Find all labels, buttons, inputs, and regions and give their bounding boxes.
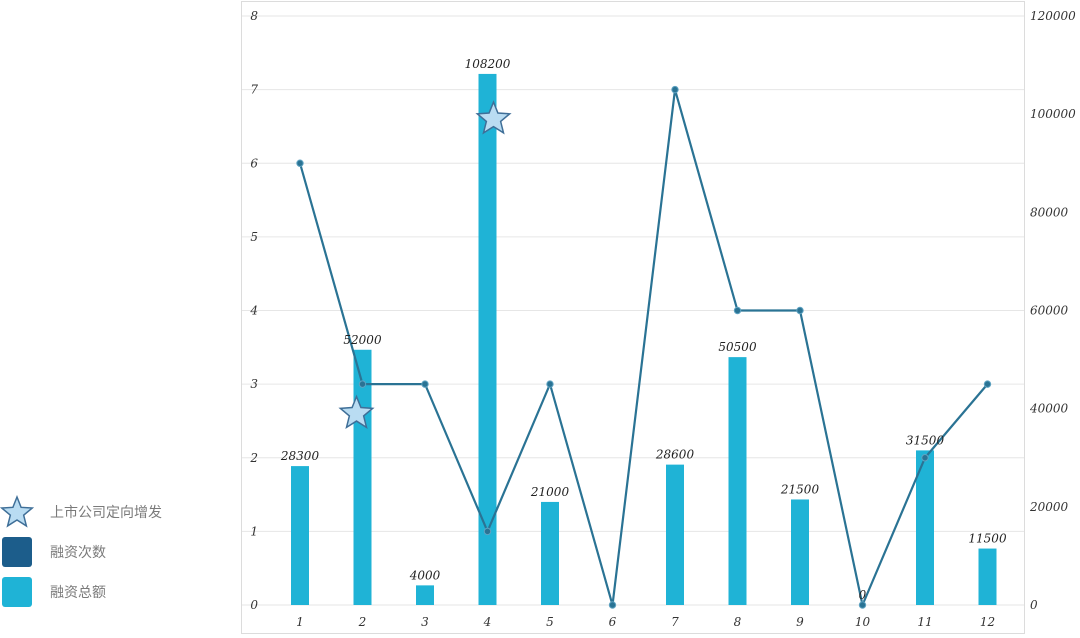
legend-label-placement: 上市公司定向增发	[50, 505, 162, 521]
left-axis-tick-label: 4	[249, 304, 258, 318]
left-axis-tick-label: 3	[250, 377, 258, 391]
legend-label-total: 融资总额	[50, 585, 106, 601]
data-labels: 28300 52000 4000 108200 21000 28600 50500 21500…	[280, 57, 1007, 602]
left-axis-tick-label: 6	[250, 156, 258, 170]
square-cyan-icon	[0, 575, 34, 609]
line-point	[546, 380, 554, 388]
line-point	[358, 380, 367, 388]
data-label: 108200	[465, 57, 511, 71]
x-axis-tick-label: 6	[609, 615, 617, 629]
x-axis-tick-label: 1	[296, 615, 304, 629]
data-label: 4000	[409, 568, 441, 582]
line-series-count	[296, 85, 992, 609]
x-axis-tick-label: 3	[421, 615, 429, 629]
x-axis-tick-label: 2	[358, 615, 367, 629]
left-axis-tick-label: 5	[250, 230, 258, 244]
left-axis-tick-label: 7	[250, 83, 258, 97]
data-label: 28300	[280, 449, 320, 463]
x-axis-tick-label: 4	[483, 615, 492, 629]
bar	[353, 349, 372, 605]
x-axis-tick-label: 9	[796, 615, 804, 629]
star-icon	[0, 495, 34, 529]
left-axis-tick-label: 1	[250, 524, 258, 538]
right-axis-tick-label: 100000	[1030, 107, 1076, 121]
left-axis-tick-label: 0	[250, 598, 258, 612]
x-axis-ticks: 1 2 3 4 5 6 7 8 9 10 11 12	[296, 615, 995, 629]
star-marker	[475, 100, 512, 135]
line-point	[608, 601, 617, 609]
right-axis-tick-label: 80000	[1030, 205, 1069, 219]
bar	[916, 450, 934, 605]
line-point	[733, 306, 742, 315]
line-point	[421, 380, 429, 388]
data-label: 50500	[718, 340, 757, 354]
legend: 上市公司定向增发 融资次数 融资总额	[0, 492, 162, 612]
right-axis-tick-label: 40000	[1029, 402, 1069, 416]
x-axis-tick-label: 10	[855, 615, 871, 629]
data-label: 11500	[968, 532, 1007, 546]
legend-item-count: 融资次数	[0, 532, 162, 572]
data-label: 28600	[655, 448, 695, 462]
legend-label-count: 融资次数	[50, 545, 106, 561]
right-axis-tick-label: 120000	[1030, 9, 1076, 23]
right-axis-ticks: 0 20000 40000 60000 80000 100000 120000	[1029, 9, 1076, 612]
left-axis-ticks: 0 1 2 3 4 5 6 7 8	[249, 9, 258, 612]
line-point	[296, 159, 304, 167]
right-axis-tick-label: 60000	[1030, 304, 1069, 318]
right-axis-tick-label: 20000	[1029, 500, 1069, 514]
bar	[666, 464, 684, 605]
left-axis-tick-label: 2	[249, 451, 258, 465]
data-label: 0	[859, 588, 867, 602]
left-axis-tick-label: 8	[250, 9, 258, 23]
x-axis-tick-label: 12	[980, 615, 995, 629]
x-axis-tick-label: 11	[917, 615, 932, 629]
star-markers	[338, 100, 512, 429]
line-point	[483, 527, 492, 536]
bar	[728, 357, 747, 605]
line-point	[796, 306, 804, 315]
line-point	[983, 380, 992, 388]
data-label: 31500	[906, 433, 945, 447]
line-point	[921, 454, 929, 462]
square-dark-icon	[0, 535, 34, 569]
legend-item-placement: 上市公司定向增发	[0, 492, 162, 532]
data-label: 21500	[780, 482, 820, 496]
data-label: 52000	[343, 333, 382, 347]
legend-item-total: 融资总额	[0, 572, 162, 612]
data-label: 21000	[530, 485, 570, 499]
x-axis-tick-label: 7	[671, 615, 679, 629]
count-line	[298, 88, 989, 607]
bar	[291, 466, 309, 605]
plot-frame	[241, 1, 1025, 634]
line-point	[671, 85, 679, 94]
star-marker	[338, 394, 375, 429]
bar	[791, 499, 809, 605]
bar	[541, 501, 559, 605]
bar	[416, 585, 434, 605]
x-axis-tick-label: 8	[734, 615, 742, 629]
bar	[478, 73, 497, 605]
x-axis-tick-label: 5	[546, 615, 554, 629]
line-point	[858, 601, 867, 609]
bar	[978, 548, 997, 605]
right-axis-tick-label: 0	[1030, 598, 1038, 612]
